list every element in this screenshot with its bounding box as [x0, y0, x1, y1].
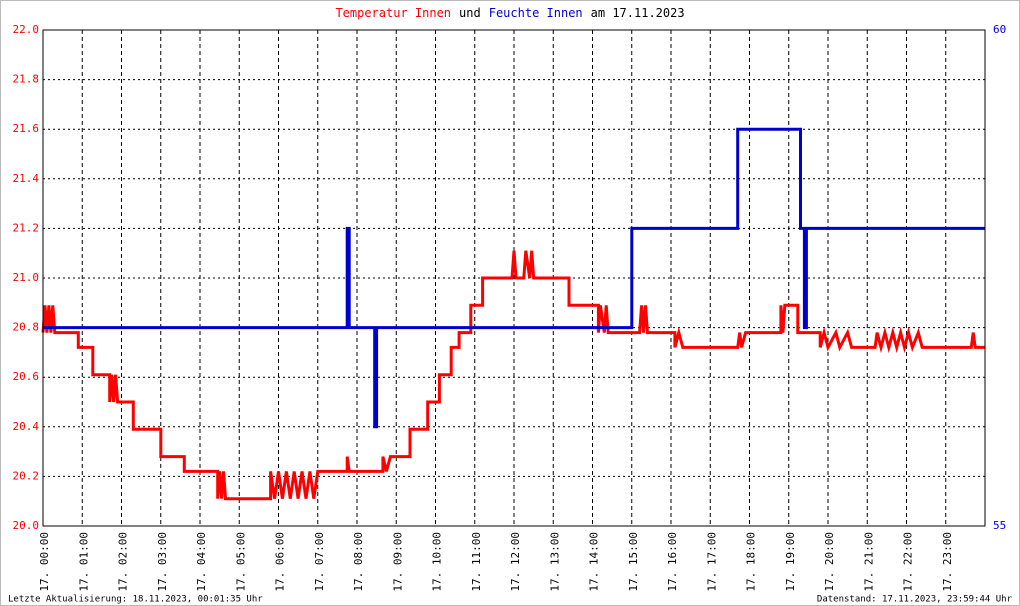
- x-tick-label: 17. 15:00: [627, 532, 640, 592]
- x-tick-label: 17. 05:00: [234, 532, 247, 592]
- x-tick-label: 17. 16:00: [666, 532, 679, 592]
- x-tick-label: 17. 12:00: [509, 532, 522, 592]
- x-tick-label: 17. 09:00: [391, 532, 404, 592]
- title-part: Feuchte Innen: [489, 6, 583, 20]
- x-tick-label: 17. 23:00: [941, 532, 954, 592]
- x-tick-label: 17. 03:00: [156, 532, 169, 592]
- x-tick-label: 17. 20:00: [823, 532, 836, 592]
- title-part: am 17.11.2023: [591, 6, 685, 20]
- y-tick-label: 22.0: [13, 23, 40, 36]
- y-tick-label: 20.2: [13, 469, 40, 482]
- y-tick-label: 21.8: [13, 73, 40, 86]
- x-tick-label: 17. 14:00: [588, 532, 601, 592]
- plot-border: [42, 29, 986, 527]
- title-part: und: [459, 6, 481, 20]
- x-tick-label: 17. 17:00: [705, 532, 718, 592]
- x-tick-label: 17. 04:00: [195, 532, 208, 592]
- footer-right: Datenstand: 17.11.2023, 23:59:44 Uhr: [817, 595, 1013, 605]
- y-tick-label: 21.4: [13, 172, 40, 185]
- x-tick-label: 17. 13:00: [548, 532, 561, 592]
- x-tick-label: 17. 06:00: [274, 532, 287, 592]
- x-tick-label: 17. 18:00: [745, 532, 758, 592]
- y2-tick-label: 60: [993, 23, 1006, 36]
- y-tick-label: 20.6: [13, 370, 40, 383]
- y-tick-label: 20.0: [13, 519, 40, 532]
- chart-title: Temperatur Innen und Feuchte Innen am 17.11…: [335, 6, 684, 20]
- series-line: [43, 127, 985, 429]
- x-tick-label: 17. 07:00: [313, 532, 326, 592]
- title-part: Temperatur Innen: [335, 6, 451, 20]
- x-tick-label: 17. 01:00: [77, 532, 90, 592]
- x-tick-label: 17. 08:00: [352, 532, 365, 592]
- y-tick-label: 21.0: [13, 271, 40, 284]
- title-text: Temperatur Innen und Feuchte Innen am 17.11…: [335, 6, 684, 20]
- footer-left: Letzte Aktualisierung: 18.11.2023, 00:01…: [8, 595, 263, 605]
- y-tick-label: 20.4: [13, 420, 40, 433]
- y-tick-label: 21.6: [13, 122, 40, 135]
- y-tick-label: 20.8: [13, 321, 40, 334]
- x-tick-label: 17. 00:00: [38, 532, 51, 592]
- x-tick-label: 17. 02:00: [117, 532, 130, 592]
- series-line: [41, 250, 985, 501]
- x-tick-label: 17. 11:00: [470, 532, 483, 592]
- y2-tick-label: 55: [993, 519, 1006, 532]
- x-tick-label: 17. 21:00: [862, 532, 875, 592]
- y-tick-label: 21.2: [13, 221, 40, 234]
- x-tick-label: 17. 19:00: [784, 532, 797, 592]
- x-tick-label: 17. 22:00: [902, 532, 915, 592]
- x-tick-label: 17. 10:00: [431, 532, 444, 592]
